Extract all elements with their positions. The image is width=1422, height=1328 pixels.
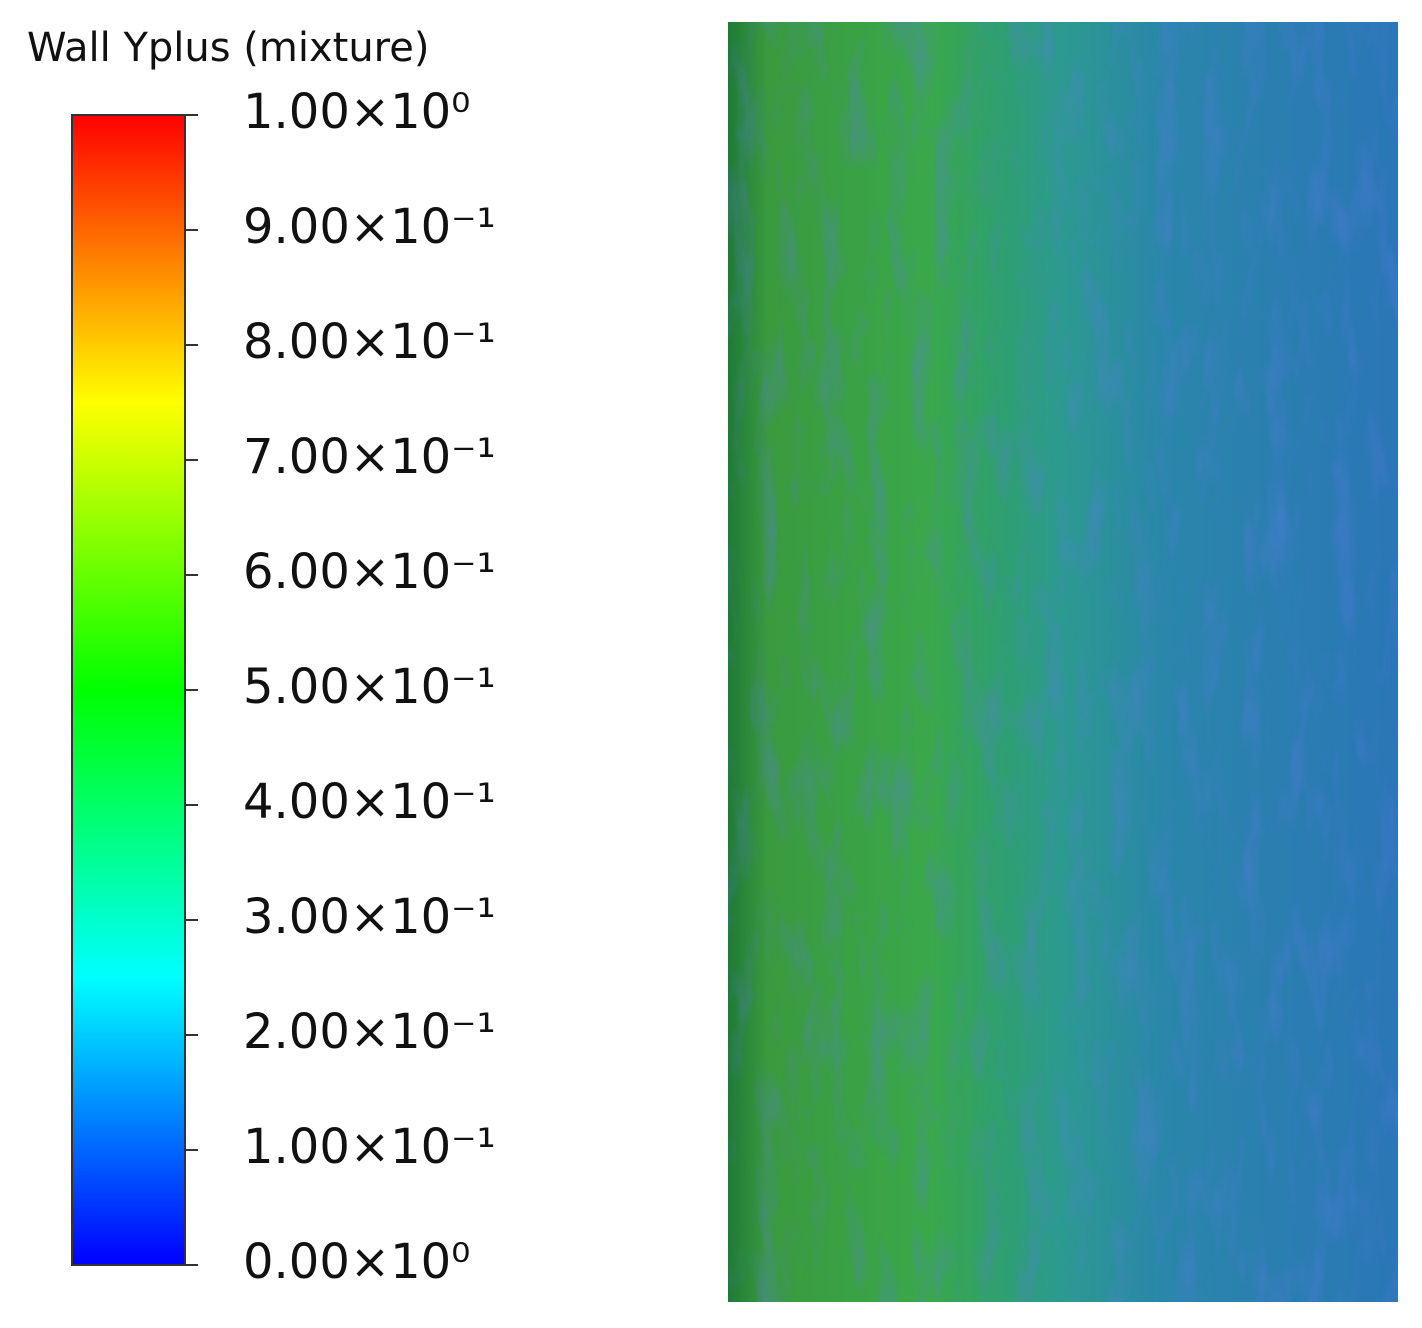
tick-label: 4.00×10⁻¹ bbox=[243, 774, 496, 830]
tick-label: 2.00×10⁻¹ bbox=[243, 1004, 496, 1060]
colorbar-gradient bbox=[71, 114, 186, 1266]
tick-label: 8.00×10⁻¹ bbox=[243, 314, 496, 370]
tick-label: 9.00×10⁻¹ bbox=[243, 199, 496, 255]
tick-label: 7.00×10⁻¹ bbox=[243, 429, 496, 485]
colorbar: 0.00×10⁰ 1.00×10⁻¹ 2.00×10⁻¹ 3.00×10⁻¹ 4.00×… bbox=[71, 84, 496, 1290]
tick-label: 6.00×10⁻¹ bbox=[243, 544, 496, 600]
tick-label: 5.00×10⁻¹ bbox=[243, 659, 496, 715]
tick-label: 1.00×10⁰ bbox=[243, 84, 470, 140]
colorbar-title: Wall Yplus (mixture) bbox=[27, 25, 429, 71]
tick-label: 1.00×10⁻¹ bbox=[243, 1119, 496, 1175]
tick-label: 3.00×10⁻¹ bbox=[243, 889, 496, 945]
field-streaks bbox=[728, 22, 1398, 1302]
tick-label: 0.00×10⁰ bbox=[243, 1234, 470, 1290]
contour-field bbox=[728, 22, 1398, 1302]
